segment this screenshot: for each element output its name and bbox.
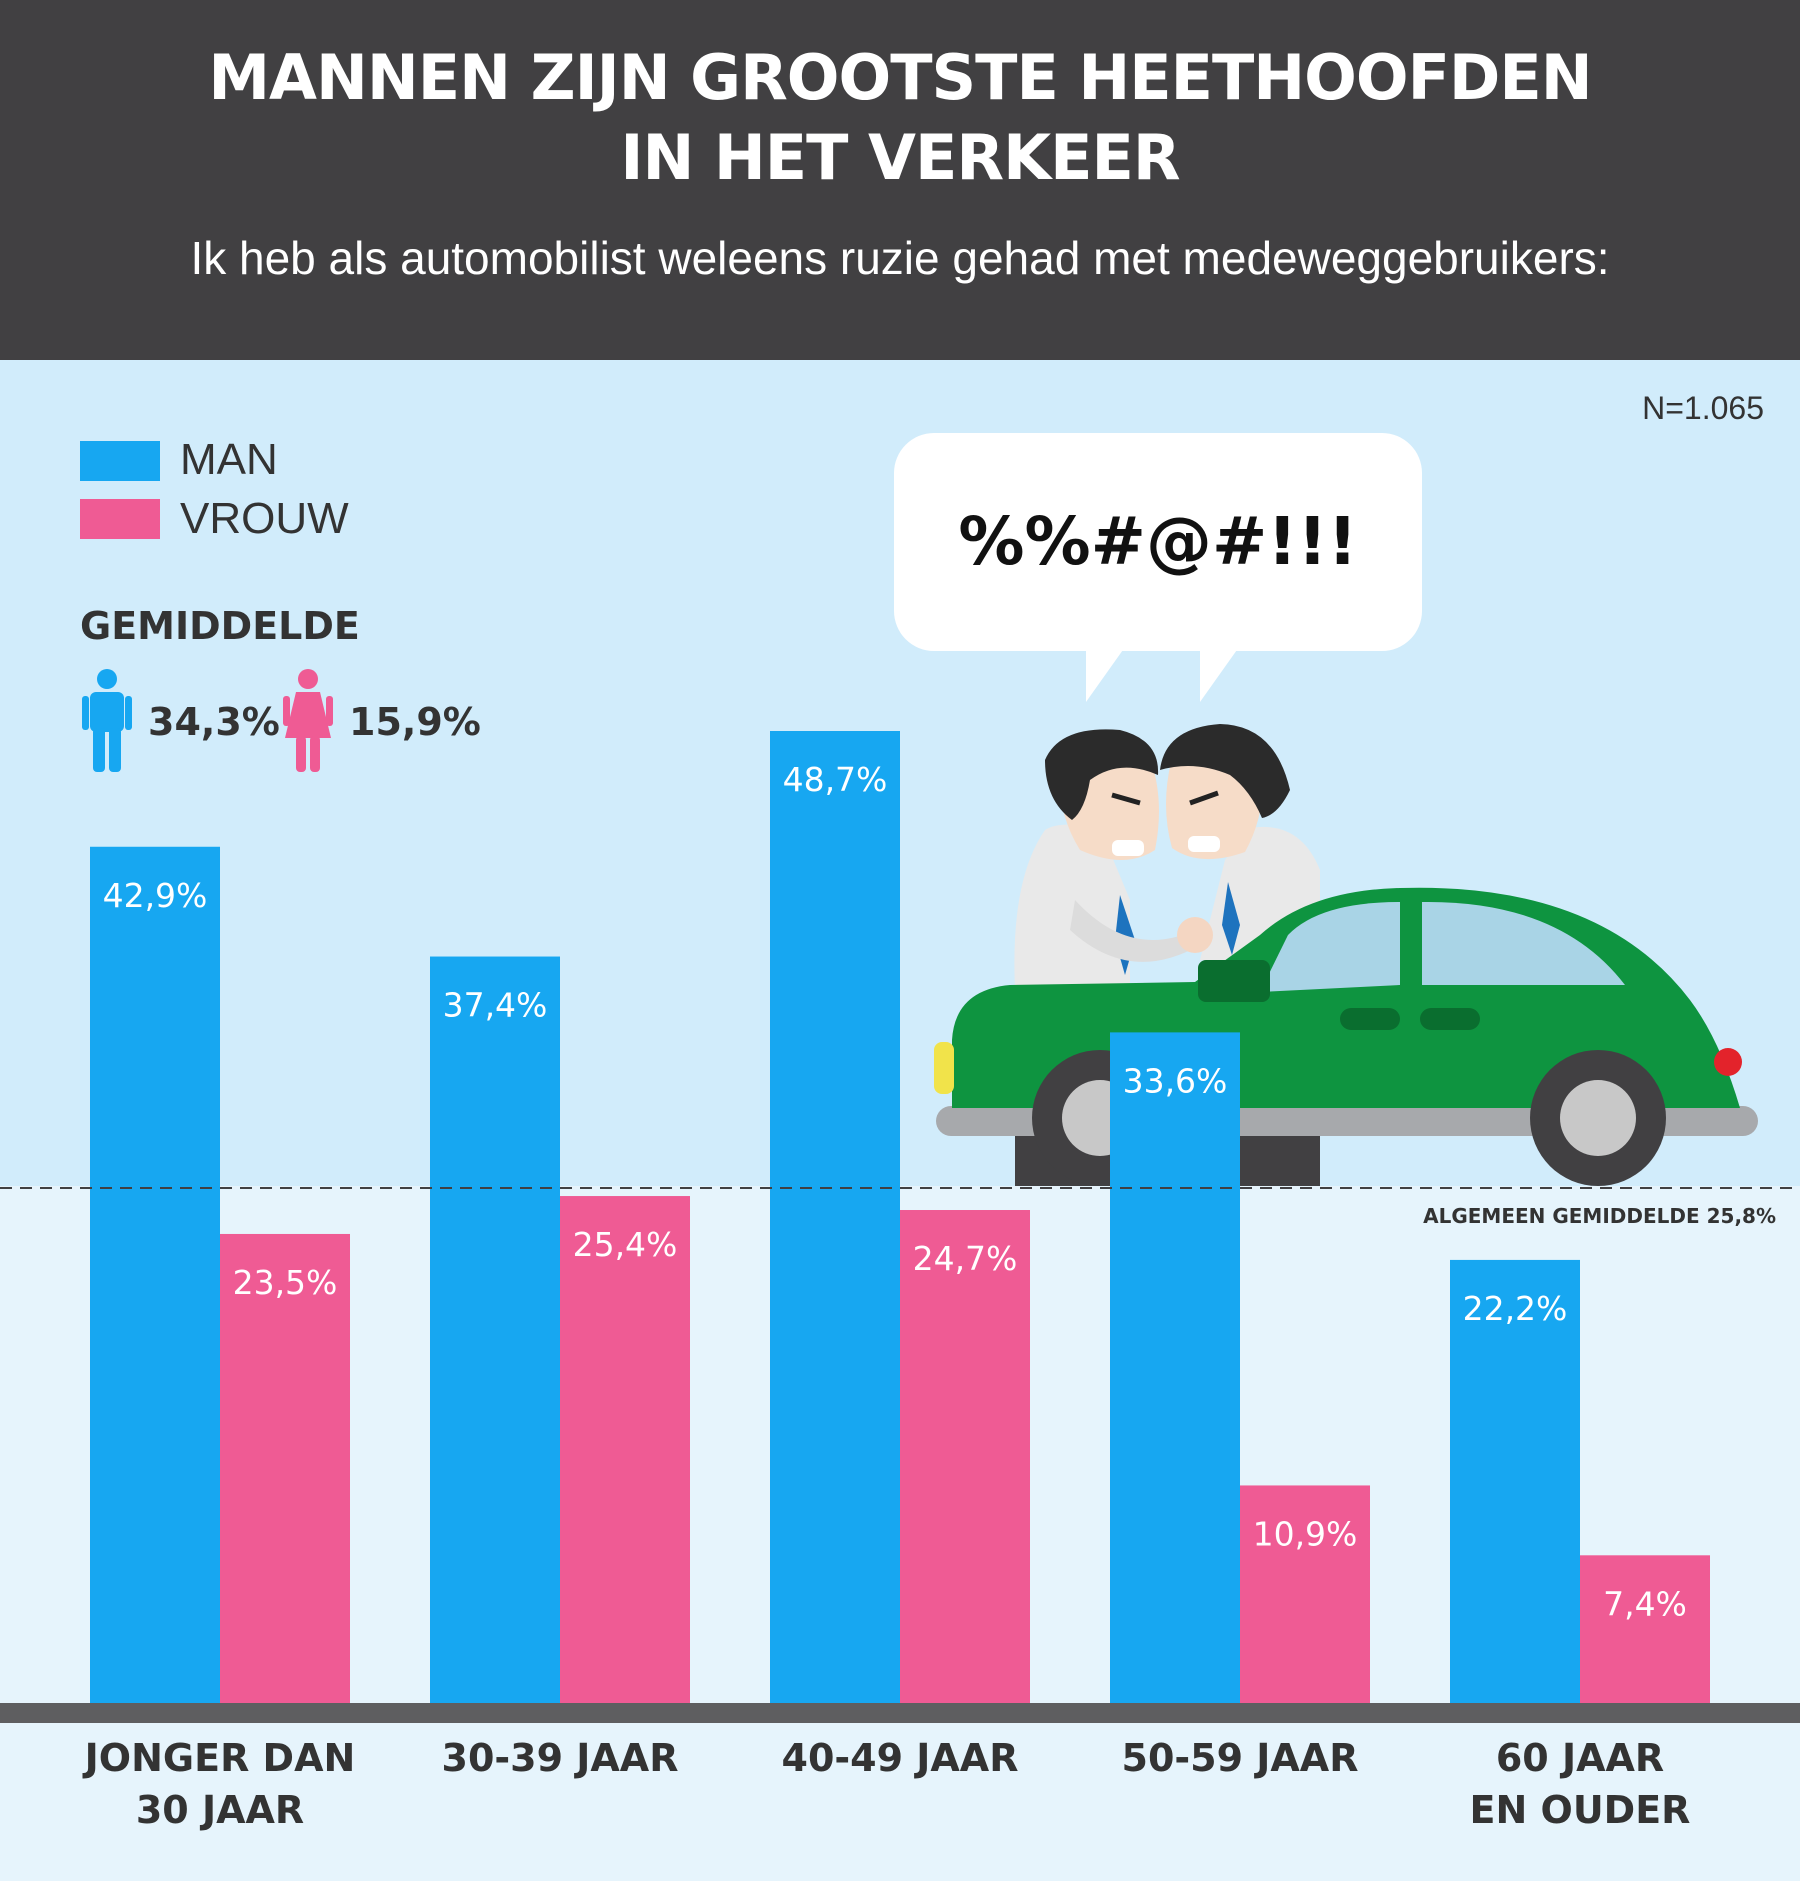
car-taillight bbox=[1714, 1048, 1742, 1076]
bar-value-label: 7,4% bbox=[1603, 1584, 1687, 1623]
bar-value-label: 25,4% bbox=[573, 1225, 678, 1264]
bar-value-label: 22,2% bbox=[1463, 1289, 1568, 1328]
sample-size: N=1.065 bbox=[1642, 390, 1764, 426]
bar-vrouw-1 bbox=[220, 1233, 350, 1703]
legend-label-vrouw: VROUW bbox=[180, 494, 349, 543]
header-banner bbox=[0, 0, 1800, 360]
speech-bubble: %%#@#!!! bbox=[894, 433, 1422, 651]
man-icon bbox=[82, 669, 132, 772]
category-label-line: JONGER DAN bbox=[84, 1736, 356, 1780]
car-mirror bbox=[1198, 960, 1270, 1002]
overall-average-label: ALGEMEEN GEMIDDELDE 25,8% bbox=[1423, 1204, 1776, 1228]
bar-value-label: 33,6% bbox=[1123, 1061, 1228, 1100]
bar-vrouw-5 bbox=[1580, 1555, 1710, 1703]
average-vrouw-value: 15,9% bbox=[349, 700, 481, 744]
footer-background bbox=[0, 1720, 1800, 1881]
subtitle: Ik heb als automobilist weleens ruzie ge… bbox=[190, 232, 1610, 284]
man-right-tie bbox=[1222, 882, 1240, 955]
speech-bubble-text: %%#@#!!! bbox=[958, 503, 1358, 580]
bar-man-3 bbox=[770, 731, 900, 1703]
bar-value-label: 42,9% bbox=[103, 876, 208, 915]
woman-icon bbox=[283, 669, 333, 772]
title-line-2: IN HET VERKEER bbox=[620, 121, 1180, 194]
man-left-arm bbox=[1070, 900, 1200, 962]
category-label: 50-59 JAAR bbox=[1090, 1732, 1390, 1784]
bar-value-label: 10,9% bbox=[1253, 1514, 1358, 1553]
bar-man-4 bbox=[1110, 1032, 1240, 1703]
car-headlight bbox=[934, 1042, 954, 1094]
bar-value-label: 48,7% bbox=[783, 760, 888, 799]
car-handle-front bbox=[1340, 1008, 1400, 1030]
man-right-hair bbox=[1160, 724, 1290, 818]
bar-man-5 bbox=[1450, 1259, 1580, 1703]
page-title: MANNEN ZIJN GROOTSTE HEETHOOFDEN IN HET … bbox=[0, 38, 1800, 198]
man-left-hair bbox=[1045, 729, 1159, 820]
car-window-front bbox=[1260, 902, 1400, 992]
category-label: JONGER DAN 30 JAAR bbox=[70, 1732, 370, 1836]
man-left-teeth bbox=[1112, 840, 1144, 856]
bar-vrouw-2 bbox=[560, 1196, 690, 1703]
category-label: 30-39 JAAR bbox=[410, 1732, 710, 1784]
category-label-line: 60 JAAR bbox=[1495, 1736, 1665, 1780]
category-label: 60 JAAR EN OUDER bbox=[1430, 1732, 1730, 1836]
bar-vrouw-3 bbox=[900, 1210, 1030, 1703]
car-handle-rear bbox=[1420, 1008, 1480, 1030]
average-title: GEMIDDELDE bbox=[80, 604, 360, 648]
legend-swatch-man bbox=[80, 441, 160, 481]
title-line-1: MANNEN ZIJN GROOTSTE HEETHOOFDEN bbox=[208, 41, 1592, 114]
bar-man-1 bbox=[90, 846, 220, 1703]
car-window-rear bbox=[1422, 901, 1625, 985]
category-label-line: 40-49 JAAR bbox=[781, 1736, 1019, 1780]
man-left-brow bbox=[1111, 792, 1141, 806]
bar-value-label: 23,5% bbox=[233, 1263, 338, 1302]
legend-label-man: MAN bbox=[180, 435, 278, 484]
category-label-line: 30-39 JAAR bbox=[441, 1736, 679, 1780]
legend-swatch-vrouw bbox=[80, 499, 160, 539]
bar-value-label: 24,7% bbox=[913, 1239, 1018, 1278]
category-label: 40-49 JAAR bbox=[750, 1732, 1050, 1784]
man-right-brow bbox=[1189, 790, 1219, 806]
speech-bubble-tails bbox=[1086, 640, 1244, 702]
average-man-value: 34,3% bbox=[148, 700, 280, 744]
fists bbox=[1177, 917, 1213, 953]
bar-man-2 bbox=[430, 956, 560, 1703]
category-label-line: 30 JAAR bbox=[135, 1788, 305, 1832]
bar-vrouw-4 bbox=[1240, 1485, 1370, 1703]
category-label-line: 50-59 JAAR bbox=[1121, 1736, 1359, 1780]
man-right-teeth bbox=[1188, 836, 1220, 852]
x-axis-baseline bbox=[0, 1703, 1800, 1723]
category-label-line: EN OUDER bbox=[1469, 1788, 1691, 1832]
bar-value-label: 37,4% bbox=[443, 986, 548, 1025]
